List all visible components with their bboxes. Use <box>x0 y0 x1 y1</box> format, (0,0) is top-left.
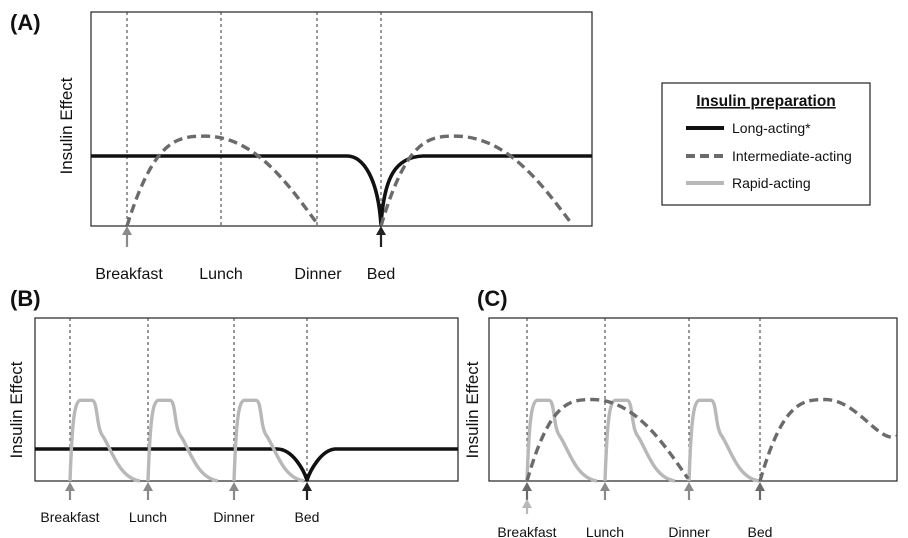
panel-c-event-lines <box>526 318 761 481</box>
injection-arrow-lunch <box>600 482 610 500</box>
panel-b-letter: (B) <box>10 286 41 311</box>
event-label-bed: Bed <box>748 524 773 538</box>
panel-c-frame <box>488 317 898 482</box>
panel-a-arrows <box>122 226 386 247</box>
panel-a-frame <box>90 11 593 227</box>
legend: Insulin preparation Long-acting* Interme… <box>661 82 871 206</box>
panel-b-arrows <box>65 482 312 500</box>
injection-arrow-breakfast <box>122 226 132 247</box>
injection-arrow-lunch <box>143 482 153 500</box>
panel-a-series <box>91 134 592 227</box>
series-rapid-acting-dinner <box>232 398 305 483</box>
panel-a-letter: (A) <box>10 10 41 35</box>
event-label-lunch: Lunch <box>199 266 243 283</box>
injection-arrow-dinner <box>229 482 239 500</box>
series-rapid-acting-lunch <box>146 398 219 483</box>
series-long-acting <box>35 447 458 482</box>
series-intermediate-acting-morning <box>125 134 319 227</box>
panel-b-event-lines <box>69 318 308 481</box>
panel-b-frame <box>34 317 459 482</box>
panel-c-event-labels: Breakfast Lunch Dinner Bed <box>497 524 772 538</box>
event-label-dinner: Dinner <box>668 524 710 538</box>
event-label-dinner: Dinner <box>294 266 342 283</box>
panel-c-series <box>525 397 898 483</box>
injection-arrow-bed <box>755 482 765 500</box>
event-label-lunch: Lunch <box>129 509 167 525</box>
panel-a-y-axis-label: Insulin Effect <box>57 77 76 174</box>
injection-arrow-dinner <box>684 482 694 500</box>
panel-a: (A) Insulin Effect Breakfast Lunch Dinner B… <box>10 10 593 283</box>
panel-b-event-labels: Breakfast Lunch Dinner Bed <box>40 509 319 525</box>
series-rapid-acting-lunch <box>603 398 676 483</box>
injection-arrow-bed <box>302 482 312 500</box>
series-intermediate-acting-morning <box>525 397 690 482</box>
event-label-breakfast: Breakfast <box>497 524 556 538</box>
panel-c: (C) Insulin Effect Breakfast Lunch Dinner B… <box>463 286 898 538</box>
injection-arrow-bed <box>376 226 386 247</box>
injection-arrow-breakfast <box>65 482 75 500</box>
event-label-breakfast: Breakfast <box>40 509 99 525</box>
legend-entry-rapid: Rapid-acting <box>732 175 811 191</box>
event-label-bed: Bed <box>367 266 395 283</box>
event-label-breakfast: Breakfast <box>95 266 163 283</box>
series-rapid-acting-breakfast <box>68 398 141 483</box>
panel-b-y-axis-label: Insulin Effect <box>7 361 26 458</box>
panel-c-arrows <box>522 482 765 514</box>
series-rapid-acting-dinner <box>687 398 760 483</box>
panel-b: (B) Insulin Effect Breakfast Lunch Dinner B… <box>7 286 459 525</box>
panel-a-event-lines <box>126 12 382 226</box>
series-intermediate-acting-bedtime <box>758 397 898 482</box>
panel-b-series <box>35 398 458 483</box>
panel-c-letter: (C) <box>477 286 508 311</box>
legend-entry-long: Long-acting* <box>732 120 811 136</box>
event-label-dinner: Dinner <box>213 509 255 525</box>
panel-a-event-labels: Breakfast Lunch Dinner Bed <box>95 266 395 283</box>
series-intermediate-acting-bedtime <box>379 134 574 227</box>
event-label-bed: Bed <box>295 509 320 525</box>
injection-arrow-breakfast <box>522 482 532 514</box>
legend-title: Insulin preparation <box>696 93 836 110</box>
series-rapid-acting-breakfast <box>525 398 598 483</box>
series-long-acting <box>91 154 592 227</box>
legend-entry-intermediate: Intermediate-acting <box>732 148 852 164</box>
event-label-lunch: Lunch <box>586 524 624 538</box>
panel-c-y-axis-label: Insulin Effect <box>463 361 482 458</box>
